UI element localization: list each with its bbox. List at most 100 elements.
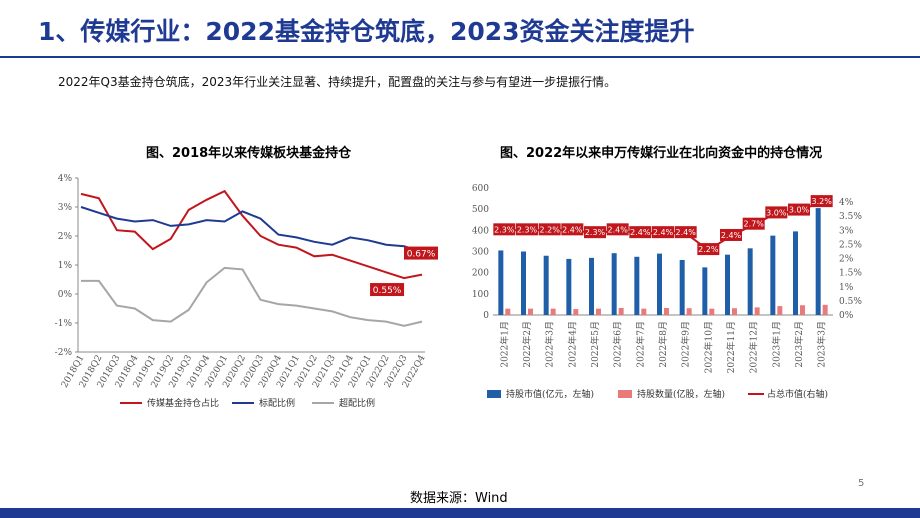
chart2-data-label: 2.4% [562, 225, 583, 234]
chart2-legend-label: 持股市值(亿元，左轴) [506, 388, 594, 400]
chart2-bar-share-count [550, 308, 556, 315]
chart2-data-label-box [720, 228, 742, 241]
chart2-data-label: 2.2% [698, 245, 719, 254]
chart2-data-label: 2.3% [585, 228, 606, 237]
chart2-x-tick-label: 2022年11月 [725, 321, 737, 373]
chart1-y-tick-label: -1% [55, 319, 73, 329]
chart1-series-line-1 [80, 206, 423, 253]
chart2-bar-share-count [641, 308, 647, 315]
chart1-legend-label: 超配比例 [339, 397, 375, 409]
chart2-x-tick-label: 2022年6月 [612, 321, 624, 368]
chart1-data-label: 0.55% [373, 286, 402, 296]
chart1-title: 图、2018年以来传媒板块基金持仓 [146, 146, 352, 161]
chart2-data-label: 3.0% [766, 208, 787, 217]
chart2-data-label-box [516, 223, 538, 236]
chart2-y2-tick-label: 3% [839, 226, 854, 236]
chart2-bar-market-value [657, 253, 662, 315]
chart2-y-tick-label: 200 [472, 269, 489, 279]
chart2-bar-market-value [589, 257, 594, 315]
chart2-bar-share-count [686, 308, 692, 315]
chart2-legend-label: 占总市值(右轴) [767, 388, 828, 400]
chart2-x-tick-label: 2022年7月 [634, 321, 646, 368]
data-source: 数据来源：Wind [410, 491, 508, 506]
footer-bar [0, 508, 920, 518]
chart2-bar-market-value [793, 231, 798, 315]
chart2-data-label-box [765, 206, 788, 219]
chart2-legend-swatch [487, 390, 501, 398]
chart1-y-tick-label: 0% [58, 290, 73, 300]
chart2-data-label: 2.4% [653, 228, 674, 237]
slide-title: 1、传媒行业：2022基金持仓筑底，2023资金关注度提升 [38, 17, 695, 46]
chart2-data-label: 2.7% [744, 220, 765, 229]
chart2-data-label: 2.3% [517, 225, 538, 234]
chart1-series-line-2 [81, 266, 423, 327]
chart2-data-label-box [674, 226, 697, 239]
chart2-data-label: 2.4% [676, 228, 697, 237]
chart2-data-label-box [629, 226, 652, 239]
chart2-bar-market-value [702, 267, 708, 315]
chart2-x-tick-label: 2022年3月 [544, 321, 556, 368]
chart2-bar-market-value [498, 250, 504, 315]
chart2-x-tick-label: 2022年10月 [702, 321, 714, 373]
chart2-data-label-box [810, 195, 833, 208]
chart2-data-label-box [788, 203, 810, 216]
chart2-y2-tick-label: 3.5% [839, 212, 862, 222]
chart2-legend-label: 持股数量(亿股，左轴) [637, 388, 725, 400]
chart2-data-label: 3.0% [789, 206, 810, 215]
chart2-y2-tick-label: 2% [839, 255, 854, 265]
chart1-data-label: 0.67% [407, 250, 436, 260]
chart2-bar-share-count [618, 308, 624, 315]
chart2-bar-share-count [754, 307, 760, 315]
chart2-bar-share-count [596, 308, 601, 315]
chart2-bar-market-value [725, 254, 730, 315]
chart2-bar-market-value [679, 259, 685, 315]
chart2-x-tick-label: 2023年3月 [816, 321, 828, 368]
chart2-legend-swatch [618, 390, 632, 398]
chart2-data-label: 2.4% [608, 225, 629, 234]
chart2-bar-market-value [611, 253, 617, 315]
chart2-bar-market-value [566, 258, 572, 315]
title-divider [0, 56, 920, 58]
chart2-bar-market-value [770, 235, 776, 315]
chart2-y2-tick-label: 1.5% [839, 269, 862, 279]
chart2-data-label-box [697, 243, 720, 256]
chart2-y-tick-label: 300 [472, 248, 489, 258]
chart2-data-label-box [584, 226, 606, 239]
chart2-bar-market-value [543, 255, 549, 315]
chart1-legend-label: 传媒基金持仓占比 [147, 397, 219, 409]
chart2-x-tick-label: 2022年2月 [521, 321, 533, 368]
chart2-y2-tick-label: 2.5% [839, 240, 862, 250]
fund-holdings-line-chart: -2%-1%0%1%2%3%4%2018Q12018Q22018Q32018Q4… [55, 174, 438, 409]
chart2-data-label: 2.3% [494, 225, 515, 234]
chart2-data-label-box [742, 217, 765, 230]
chart2-bar-market-value [521, 251, 526, 315]
chart2-data-label: 3.2% [812, 197, 833, 206]
chart2-data-label-box [606, 223, 629, 236]
northbound-holdings-bar-chart: 0 100 200 300 400 500 600 0% 0.5% 1% 1.5% 2% 2.5% 3% 3… [472, 184, 863, 400]
chart1-series-line-0 [80, 189, 423, 280]
chart2-x-tick-label: 2022年4月 [566, 321, 578, 368]
chart2-y-tick-label: 500 [472, 205, 489, 215]
chart2-y2-tick-label: 0.5% [839, 297, 862, 307]
chart1-y-tick-label: -2% [55, 348, 73, 358]
chart2-x-tick-label: 2022年8月 [657, 321, 669, 368]
chart1-y-tick-label: 2% [58, 232, 73, 242]
chart2-x-tick-label: 2022年9月 [680, 321, 692, 368]
chart2-data-label-box [561, 223, 584, 236]
chart2-x-tick-label: 2023年1月 [770, 321, 782, 368]
chart1-data-label-box [404, 246, 438, 260]
chart2-bar-share-count [573, 309, 579, 315]
chart2-bar-market-value [747, 248, 753, 315]
chart2-data-label: 2.4% [630, 228, 651, 237]
chart2-data-label: 2.4% [721, 231, 742, 240]
chart2-x-tick-label: 2022年1月 [498, 321, 510, 368]
chart2-bar-share-count [777, 306, 783, 315]
page-number: 5 [858, 478, 865, 489]
chart2-bar-share-count [528, 308, 533, 315]
chart1-y-tick-label: 3% [58, 203, 73, 213]
chart2-bar-share-count [505, 308, 511, 315]
chart1-y-tick-label: 1% [58, 261, 73, 271]
chart2-y-tick-label: 600 [472, 184, 489, 194]
chart2-y-tick-label: 100 [472, 290, 489, 300]
chart2-y2-tick-label: 0% [839, 311, 854, 321]
